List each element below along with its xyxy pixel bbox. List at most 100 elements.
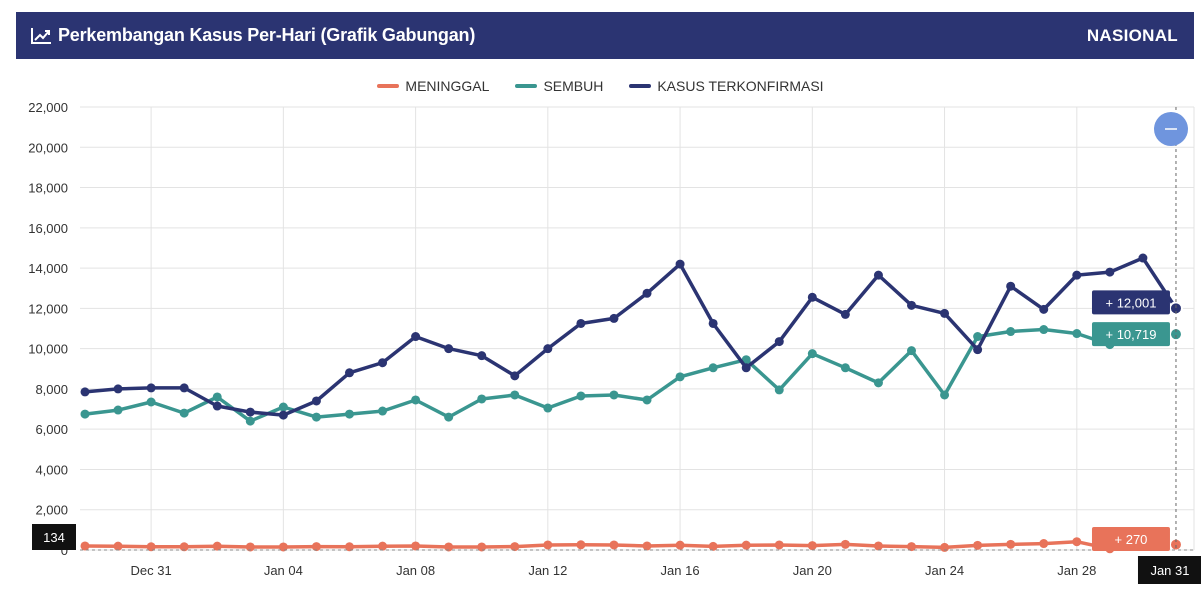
data-point[interactable] [807, 541, 817, 551]
data-point[interactable] [1138, 253, 1148, 263]
data-point[interactable] [179, 408, 189, 418]
data-point[interactable] [973, 345, 983, 355]
data-point[interactable] [907, 542, 916, 552]
data-point[interactable] [774, 385, 784, 395]
data-point[interactable] [642, 541, 652, 551]
data-point[interactable] [576, 391, 586, 401]
data-point[interactable] [378, 358, 388, 368]
data-point[interactable] [840, 363, 850, 373]
data-point[interactable] [510, 542, 520, 552]
data-point[interactable] [146, 542, 156, 552]
data-point[interactable] [411, 332, 421, 342]
data-point[interactable] [675, 372, 685, 382]
data-point[interactable] [1039, 304, 1049, 314]
data-point[interactable] [543, 344, 553, 354]
data-point[interactable] [708, 541, 718, 551]
data-point[interactable] [873, 270, 883, 280]
data-point[interactable] [411, 541, 421, 551]
data-point[interactable] [1072, 270, 1082, 280]
legend-item-sembuh[interactable]: SEMBUH [515, 78, 603, 94]
data-point[interactable] [1006, 327, 1016, 337]
data-point[interactable] [212, 401, 222, 411]
data-point[interactable] [179, 542, 189, 552]
data-point[interactable] [1006, 539, 1016, 549]
data-point[interactable] [774, 540, 784, 550]
data-point[interactable] [411, 395, 421, 405]
data-point[interactable] [146, 383, 156, 393]
data-point[interactable] [311, 396, 321, 406]
data-point[interactable] [245, 407, 255, 417]
data-point[interactable] [807, 292, 817, 302]
data-point[interactable] [940, 308, 950, 318]
data-point[interactable] [378, 406, 388, 416]
data-point[interactable] [609, 540, 619, 550]
data-point[interactable] [1105, 267, 1115, 277]
data-point[interactable] [1039, 325, 1049, 335]
data-point[interactable] [510, 371, 520, 381]
data-point[interactable] [278, 410, 288, 420]
y-tick-label: 4,000 [35, 462, 68, 477]
data-point[interactable] [311, 412, 321, 422]
data-point[interactable] [576, 540, 586, 550]
data-point[interactable] [973, 332, 983, 342]
data-point[interactable] [245, 542, 255, 552]
data-point[interactable] [444, 542, 454, 552]
data-point[interactable] [1006, 281, 1016, 291]
data-point[interactable] [311, 542, 321, 552]
data-point[interactable] [708, 318, 718, 328]
data-point[interactable] [873, 378, 883, 388]
data-point[interactable] [1039, 539, 1049, 549]
data-point[interactable] [576, 318, 586, 328]
data-point[interactable] [113, 384, 123, 394]
data-point[interactable] [80, 387, 90, 397]
data-point[interactable] [973, 540, 983, 550]
data-point[interactable] [675, 540, 685, 550]
data-point[interactable] [609, 390, 619, 400]
data-point[interactable] [807, 349, 817, 359]
data-point[interactable] [873, 541, 883, 551]
data-point[interactable] [543, 540, 553, 550]
data-point[interactable] [278, 542, 288, 552]
data-point[interactable] [840, 539, 850, 549]
data-point[interactable] [642, 395, 652, 405]
data-point[interactable] [113, 541, 123, 551]
data-point[interactable] [344, 409, 354, 419]
data-point[interactable] [510, 390, 520, 400]
data-point[interactable] [378, 541, 388, 551]
data-point[interactable] [940, 542, 950, 552]
legend-item-meninggal[interactable]: MENINGGAL [377, 78, 489, 94]
data-point[interactable] [675, 259, 685, 269]
data-point[interactable] [444, 412, 454, 422]
data-point[interactable] [477, 542, 487, 552]
data-point[interactable] [344, 542, 354, 552]
data-point[interactable] [179, 383, 189, 393]
data-point[interactable] [212, 392, 222, 402]
data-point[interactable] [642, 288, 652, 298]
data-point[interactable] [840, 309, 850, 319]
data-point[interactable] [1072, 329, 1082, 339]
legend-item-kasus[interactable]: KASUS TERKONFIRMASI [629, 78, 824, 94]
data-point[interactable] [907, 300, 916, 310]
data-point[interactable] [940, 390, 950, 400]
series-line-kasus-terkonfirmasi [84, 256, 1178, 417]
data-point[interactable] [245, 416, 255, 426]
data-point[interactable] [543, 403, 553, 413]
data-point[interactable] [774, 337, 784, 347]
data-point[interactable] [344, 368, 354, 378]
data-point[interactable] [278, 402, 288, 412]
data-point[interactable] [907, 346, 916, 356]
data-point[interactable] [741, 363, 751, 373]
data-point[interactable] [477, 394, 487, 404]
data-point[interactable] [708, 363, 718, 373]
data-point[interactable] [609, 313, 619, 323]
data-point[interactable] [741, 540, 751, 550]
data-point[interactable] [212, 541, 222, 551]
data-point[interactable] [1072, 537, 1082, 547]
data-point[interactable] [444, 344, 454, 354]
data-point[interactable] [80, 409, 90, 419]
data-point[interactable] [146, 397, 156, 407]
data-point[interactable] [80, 541, 90, 551]
data-point[interactable] [477, 351, 487, 361]
data-point[interactable] [113, 405, 123, 415]
